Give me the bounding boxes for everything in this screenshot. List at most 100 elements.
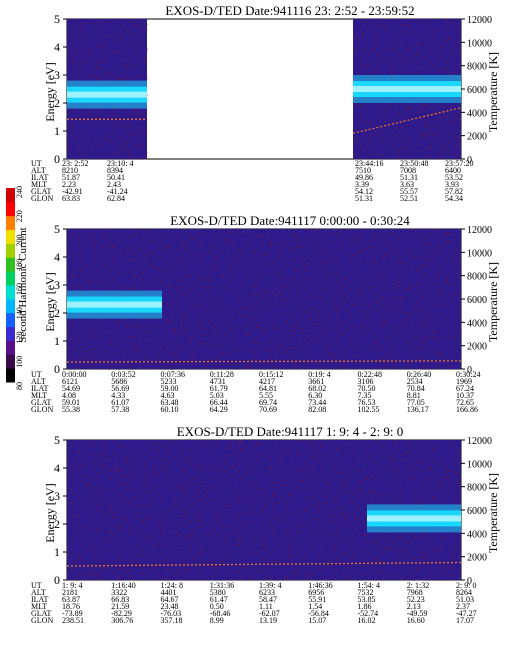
noise-pixel: [361, 278, 363, 279]
noise-pixel: [301, 307, 304, 309]
noise-pixel: [369, 329, 371, 331]
noise-pixel: [382, 25, 384, 27]
noise-pixel: [325, 303, 327, 305]
noise-pixel: [251, 498, 253, 500]
noise-pixel: [436, 244, 438, 246]
noise-pixel: [232, 363, 234, 365]
noise-pixel: [207, 328, 209, 329]
noise-pixel: [192, 506, 194, 507]
noise-pixel: [102, 351, 104, 353]
noise-pixel: [92, 566, 94, 568]
noise-pixel: [308, 449, 310, 450]
noise-pixel: [75, 331, 78, 332]
noise-pixel: [438, 313, 440, 315]
noise-pixel: [156, 567, 158, 569]
temperature-tick-label: 2000: [467, 342, 487, 353]
noise-pixel: [69, 356, 71, 358]
noise-pixel: [178, 482, 180, 484]
noise-pixel: [405, 20, 408, 22]
noise-pixel: [150, 231, 152, 233]
noise-pixel: [143, 155, 145, 157]
noise-pixel: [123, 502, 125, 504]
noise-pixel: [69, 449, 71, 451]
noise-pixel: [338, 560, 340, 562]
noise-pixel: [199, 555, 202, 557]
noise-pixel: [156, 267, 158, 269]
noise-pixel: [337, 229, 339, 231]
orbit-cell: 54.34: [445, 194, 463, 203]
noise-pixel: [253, 319, 255, 321]
noise-pixel: [215, 269, 217, 271]
noise-pixel: [347, 297, 349, 299]
noise-pixel: [298, 571, 300, 573]
noise-pixel: [67, 558, 69, 560]
noise-pixel: [415, 570, 417, 572]
noise-pixel: [70, 503, 72, 505]
noise-pixel: [141, 247, 143, 249]
noise-pixel: [125, 318, 127, 320]
noise-pixel: [391, 252, 393, 253]
noise-pixel: [453, 266, 455, 268]
noise-pixel: [101, 62, 104, 64]
noise-pixel: [269, 264, 271, 266]
noise-pixel: [76, 236, 78, 238]
noise-pixel: [202, 327, 204, 329]
noise-pixel: [397, 261, 399, 263]
noise-pixel: [448, 275, 450, 277]
noise-pixel: [309, 471, 311, 473]
noise-pixel: [122, 52, 124, 54]
noise-pixel: [226, 537, 228, 539]
noise-pixel: [137, 490, 139, 492]
noise-pixel: [399, 248, 401, 250]
noise-pixel: [95, 110, 98, 112]
noise-pixel: [391, 119, 393, 121]
noise-pixel: [210, 321, 212, 323]
noise-pixel: [277, 314, 279, 316]
noise-pixel: [265, 505, 267, 507]
noise-pixel: [355, 128, 357, 130]
noise-pixel: [451, 296, 453, 298]
noise-pixel: [336, 311, 338, 313]
noise-pixel: [84, 283, 86, 285]
noise-pixel: [127, 288, 129, 290]
noise-pixel: [282, 547, 284, 549]
noise-pixel: [425, 307, 427, 308]
noise-pixel: [403, 550, 405, 552]
noise-pixel: [431, 19, 433, 21]
noise-pixel: [144, 257, 146, 259]
noise-pixel: [415, 453, 417, 454]
noise-pixel: [99, 478, 101, 480]
noise-pixel: [439, 340, 441, 342]
noise-pixel: [152, 318, 154, 320]
noise-pixel: [125, 488, 127, 490]
noise-pixel: [343, 301, 345, 303]
noise-pixel: [167, 340, 169, 342]
orbit-cell: 0:30:24: [456, 370, 480, 379]
noise-pixel: [369, 133, 371, 135]
noise-pixel: [458, 63, 460, 65]
noise-pixel: [455, 501, 457, 503]
noise-pixel: [413, 475, 415, 477]
noise-pixel: [96, 67, 98, 69]
noise-pixel: [362, 575, 364, 576]
noise-pixel: [447, 117, 449, 119]
noise-pixel: [333, 343, 335, 345]
noise-pixel: [125, 65, 127, 67]
noise-pixel: [335, 309, 338, 311]
noise-pixel: [162, 578, 164, 580]
noise-pixel: [75, 62, 77, 64]
noise-pixel: [92, 323, 94, 325]
noise-pixel: [94, 142, 96, 144]
noise-pixel: [269, 242, 271, 244]
noise-pixel: [67, 562, 69, 564]
noise-pixel: [280, 292, 283, 294]
temperature-tick-label: 8000: [467, 62, 487, 73]
noise-pixel: [96, 485, 98, 487]
noise-pixel: [154, 360, 156, 362]
noise-pixel: [304, 271, 306, 272]
noise-pixel: [285, 446, 287, 448]
noise-pixel: [341, 563, 343, 565]
noise-pixel: [165, 467, 167, 469]
noise-pixel: [422, 366, 424, 368]
noise-pixel: [120, 446, 122, 448]
